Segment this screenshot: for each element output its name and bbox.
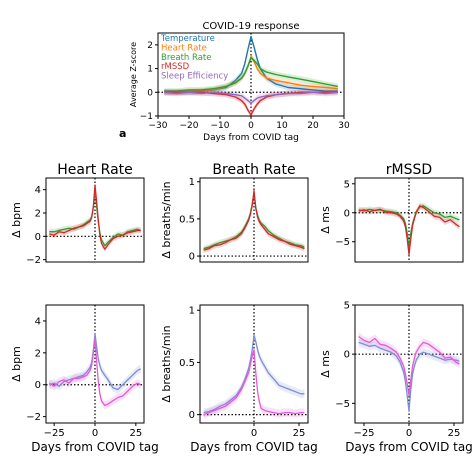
y-tick-label: −1	[140, 112, 153, 122]
y-tick-label: 1	[147, 65, 153, 75]
y-tick-label: −5	[335, 399, 350, 410]
y-axis-label: Δ bpm	[10, 346, 23, 382]
series-line-0	[358, 341, 460, 412]
series-band-0	[203, 189, 305, 252]
series-line-1	[358, 335, 460, 397]
x-tick-label: 25	[293, 428, 306, 439]
x-tick-label: −25	[353, 428, 374, 439]
y-tick-label: 0	[189, 252, 195, 263]
legend-entry: Heart Rate	[161, 43, 207, 53]
x-tick-label: −25	[44, 428, 65, 439]
y-tick-label: 2	[147, 41, 153, 51]
legend-entry: Sleep Efficiency	[161, 72, 228, 82]
chart-title: Heart Rate	[57, 162, 133, 178]
x-axis-label: Days from COVID tag	[190, 440, 318, 454]
x-tick-label: 0	[92, 428, 98, 439]
y-tick-label: 5	[344, 301, 350, 312]
series-line-breath-rate	[164, 57, 338, 92]
y-tick-label: 0	[35, 232, 41, 243]
x-tick-label: 20	[307, 121, 319, 131]
y-tick-label: −2	[26, 255, 41, 266]
chart-title: rMSSD	[386, 162, 432, 178]
y-tick-label: 0	[35, 380, 41, 391]
axes-frame	[199, 177, 309, 263]
series-band-1	[164, 53, 338, 96]
series-band-1	[358, 332, 460, 400]
series-band-0	[203, 331, 305, 417]
y-tick-label: 0.5	[179, 214, 195, 225]
series-line-heart-rate	[164, 56, 338, 94]
y-tick-label: 0	[344, 350, 350, 361]
y-tick-label: 4	[35, 316, 41, 327]
y-axis-label: Δ ms	[319, 206, 332, 234]
x-axis-label: Days from COVID tag	[345, 440, 473, 454]
x-tick-label: 25	[448, 428, 461, 439]
series-line-1	[358, 205, 460, 256]
y-tick-label: 0.5	[179, 358, 195, 369]
series-band-0	[358, 338, 460, 416]
x-tick-label: 30	[338, 121, 350, 131]
y-tick-label: 5	[344, 179, 350, 190]
x-axis-label: Days from COVID tag	[203, 133, 299, 143]
x-tick-label: 0	[406, 428, 412, 439]
series-line-sleep-efficiency	[164, 91, 338, 104]
legend-entry: rMSSD	[161, 62, 190, 72]
x-axis-label: Days from COVID tag	[31, 440, 159, 454]
x-tick-label: 25	[129, 428, 142, 439]
chart-title: Breath Rate	[212, 162, 295, 178]
legend-entry: Temperature	[160, 34, 215, 44]
y-axis-label: Δ breaths/min	[160, 325, 173, 402]
series-line-0	[49, 333, 141, 391]
y-tick-label: 1	[189, 306, 195, 317]
series-line-1	[49, 184, 141, 250]
chart-hr-top: −2 0 2 4 Heart Rate Δ bpm	[10, 162, 145, 266]
chart-title: COVID-19 response	[202, 21, 299, 32]
series-band-0	[164, 33, 338, 96]
x-tick-label: −30	[149, 121, 168, 131]
y-tick-label: 0	[189, 410, 195, 421]
y-axis-label: Δ breaths/min	[160, 181, 173, 258]
y-tick-label: 4	[35, 185, 41, 196]
y-tick-label: 2	[35, 348, 41, 359]
series-band-1	[203, 345, 305, 419]
x-tick-label: 10	[276, 121, 288, 131]
x-tick-label: −20	[180, 121, 199, 131]
series-band-1	[49, 182, 141, 253]
series-line-0	[203, 334, 305, 414]
y-axis-label: Δ ms	[319, 350, 332, 378]
y-tick-label: 0	[344, 208, 350, 219]
legend-entry: Breath Rate	[161, 53, 212, 63]
series-band-0	[49, 329, 141, 394]
chart-br-top: 0 0.5 1 Breath Rate Δ breaths/min	[160, 162, 309, 263]
x-tick-label: 0	[251, 428, 257, 439]
y-axis-label: Δ bpm	[10, 202, 23, 238]
y-tick-label: 2	[35, 209, 41, 220]
axes-frame	[45, 177, 145, 263]
chart-rm-top: −5 0 5 rMSSD Δ ms	[319, 162, 464, 263]
y-axis-label: Average Z-score	[129, 42, 138, 107]
series-band-0	[358, 202, 460, 251]
series-line-1	[203, 189, 305, 251]
y-tick-label: 1	[189, 177, 195, 188]
x-tick-label: −10	[211, 121, 230, 131]
panel-letter: a	[119, 127, 126, 140]
series-line-1	[203, 349, 305, 416]
y-tick-label: −5	[335, 237, 350, 248]
series-line-1	[48, 337, 141, 407]
series-band-0	[49, 186, 141, 249]
x-tick-label: 0	[248, 121, 254, 131]
y-tick-label: 0	[147, 88, 153, 98]
axes-frame	[354, 177, 464, 263]
y-tick-label: −2	[26, 412, 41, 423]
